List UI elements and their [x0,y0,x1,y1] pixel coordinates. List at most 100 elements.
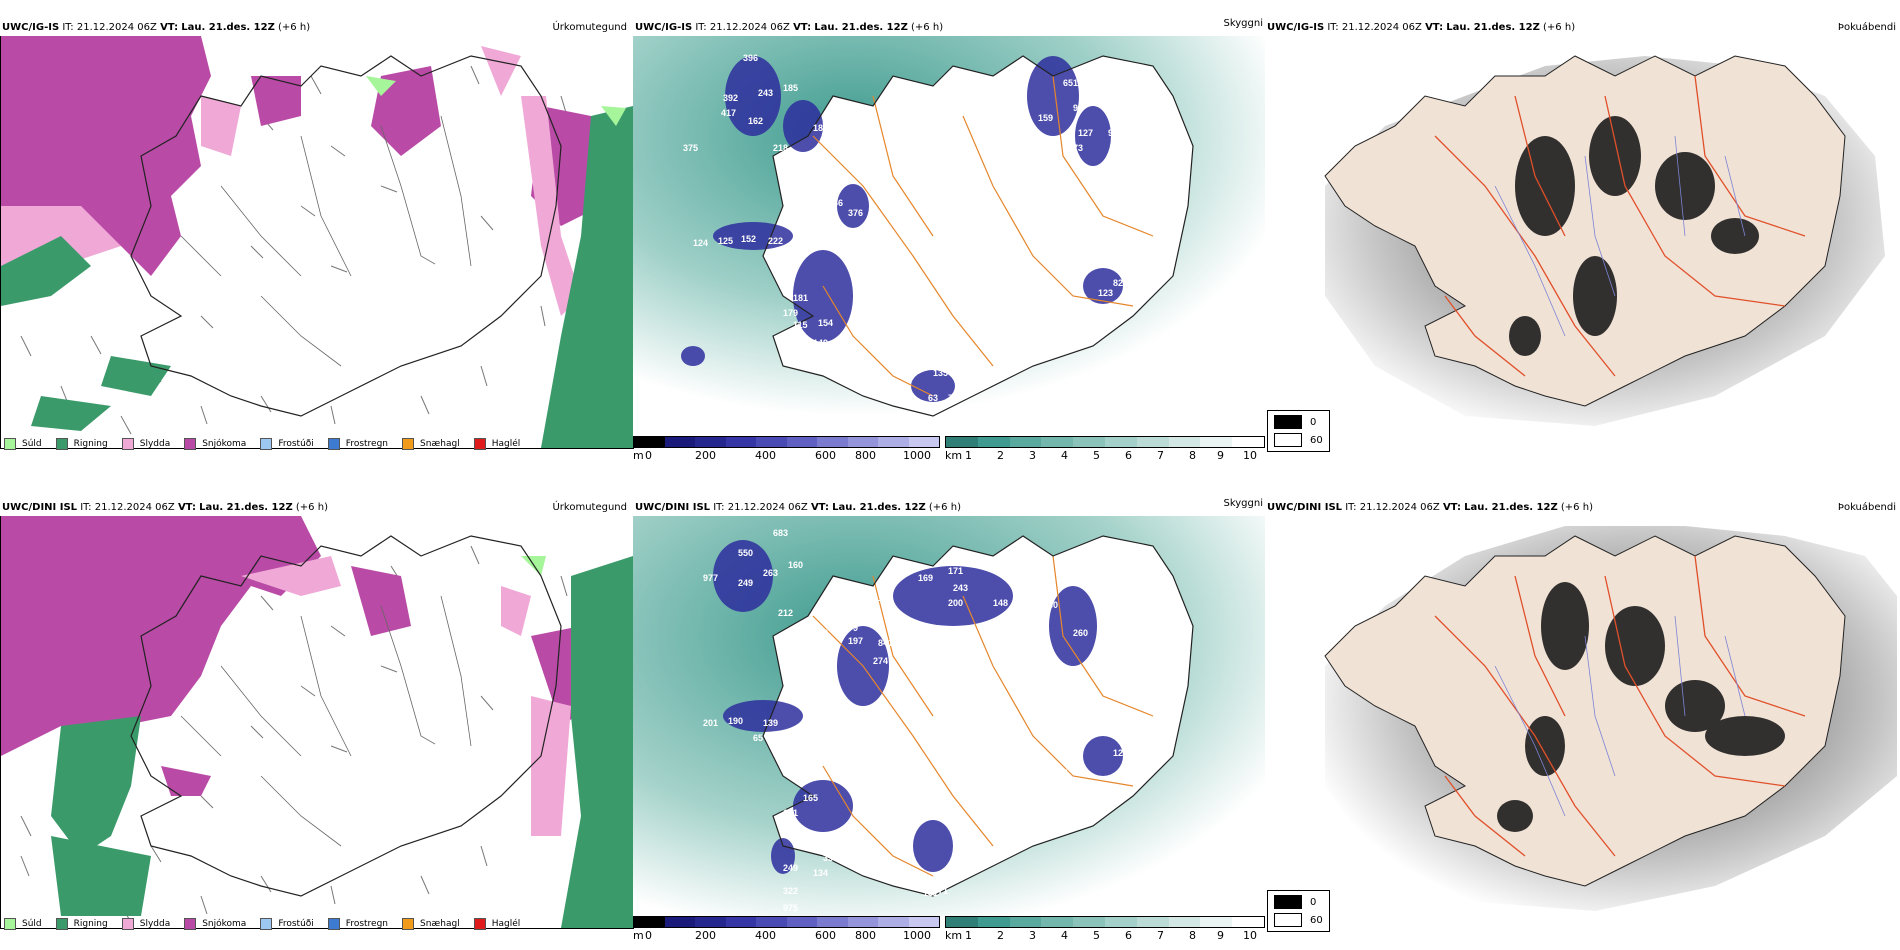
legend-item-frostudi: Frostúði [260,918,314,930]
ceiling-label: 280 [808,228,823,238]
swatch-rigning [55,438,68,450]
ceiling-label: 149 [818,698,833,708]
ceiling-label: 118 [823,713,838,723]
swatch-frostregn [327,438,340,450]
swatch-snjokoma [184,918,197,930]
model-name: UWC/DINI ISL [1267,502,1343,513]
tick: 1 [965,929,972,942]
rain-area [31,396,111,431]
fog-key: 0 60 [1267,890,1330,932]
tick: 600 [815,929,836,942]
legend-label: Snæhagl [420,439,460,449]
tick: 0 [645,449,652,462]
ceiling-label: 135 [933,368,948,378]
legend-label: Frostúði [278,439,314,449]
legend-label: Slydda [139,439,171,449]
fog-panel-top: UWC/IG-IS IT: 21.12.2024 06Z VT: Lau. 21… [1265,14,1900,462]
ceiling-label: 92 [1073,103,1083,113]
init-time: IT: 21.12.2024 06Z [80,502,175,513]
valid-time: Lau. 21.des. 12Z [1464,502,1558,513]
swatch-fog-light [1274,913,1302,927]
fog-key-row: 0 [1274,415,1323,429]
low-ceiling-areas [681,56,1123,402]
ceiling-label: 124 [693,238,708,248]
ceiling-label: 117 [1053,768,1068,778]
tick: 400 [755,449,776,462]
ceiling-label: 250 [1108,648,1123,658]
legend-item-haglel: Haglél [473,918,520,930]
legend-item-snaehagl: Snæhagl [402,918,460,930]
swatch-snaehagl [402,438,415,450]
lead-time: (+6 h) [295,502,328,513]
visibility-map: 683 550 263 160 977 249 212 189 155 169 171 243 148 2… [633,516,1265,916]
init-time: IT: 21.12.2024 06Z [695,22,790,33]
ceiling-label: 201 [703,718,718,728]
tick: 5 [1093,929,1100,942]
ceiling-label: 276 [1153,193,1168,203]
valid-time-label: VT: [160,22,179,33]
rivers [180,115,472,367]
swatch-snaehagl [402,918,415,930]
lead-time: (+6 h) [1543,22,1576,33]
ceiling-label: 550 [738,548,753,558]
tick: 4 [1061,449,1068,462]
legend-item-frostudi: Frostúði [260,438,314,450]
precip-type-map [0,36,634,449]
roads [1434,555,1806,857]
legend-item-haglel: Haglél [473,438,520,450]
tick: 0 [645,929,652,942]
fog-key-row: 60 [1274,433,1323,447]
legend-label: Súld [22,439,42,449]
ceiling-label: 179 [783,308,798,318]
panel-header: UWC/IG-IS IT: 21.12.2024 06Z VT: Lau. 21… [1267,22,1575,34]
island [1324,535,1846,887]
fog-key: 0 60 [1267,410,1330,452]
tick: 800 [855,449,876,462]
ceiling-label: 155 [878,593,893,603]
ceiling-label: 286 [818,218,833,228]
fog-key-label: 60 [1310,914,1323,926]
valid-time-label: VT: [177,502,196,513]
ceiling-label: 92 [1108,128,1118,138]
panel-title: Skyggni [1223,498,1263,509]
ceiling-label: 118 [793,353,808,363]
tick: 1000 [903,929,931,942]
ceiling-label: 376 [848,208,863,218]
visibility-colorbar [945,916,1265,928]
ceiling-labels: 683 550 263 160 977 249 212 189 155 169 171 243 148 2… [703,528,1138,913]
ceiling-label: 243 [878,106,893,116]
legend-item-slydda: Slydda [121,438,171,450]
sleet-area [501,586,531,636]
ceiling-label: 134 [813,868,828,878]
ceiling-label: 129 [1063,698,1078,708]
ceiling-label: 222 [768,236,783,246]
ceiling-label: 249 [738,578,753,588]
tick: 5 [1093,449,1100,462]
ceiling-label: 117 [798,693,813,703]
coastline [762,55,1194,417]
sleet-area [531,696,571,836]
panel-title: Úrkomutegund [552,502,627,513]
sleet-area [521,96,581,316]
precip-type-panel-top: UWC/IG-IS IT: 21.12.2024 06Z VT: Lau. 21… [0,14,634,462]
coastline [130,55,562,417]
ceiling-label: 82 [1113,278,1123,288]
ceiling-label: 185 [813,123,828,133]
precip-map-svg [1,36,633,448]
ceiling-label: 375 [683,143,698,153]
legend-label: Snjókoma [202,439,247,449]
island [1324,55,1846,407]
ceiling-label: 165 [803,793,818,803]
ceiling-label: 673 [813,628,828,638]
swatch-fog-dark [1274,895,1302,909]
ceiling-label: 139 [763,718,778,728]
ceiling-labels: 396 392 243 185 417 162 375 218 185 153 243 375 479 2… [683,53,1168,403]
visibility-map: 396 392 243 185 417 162 375 218 185 153 243 375 479 2… [633,36,1265,436]
swatch-frostudi [260,438,273,450]
swatch-frostudi [260,918,273,930]
tick: 4 [1061,929,1068,942]
init-time: IT: 21.12.2024 06Z [1327,22,1422,33]
ceiling-label: 342 [803,733,818,743]
sleet-area [201,96,241,156]
coastline [130,535,562,897]
